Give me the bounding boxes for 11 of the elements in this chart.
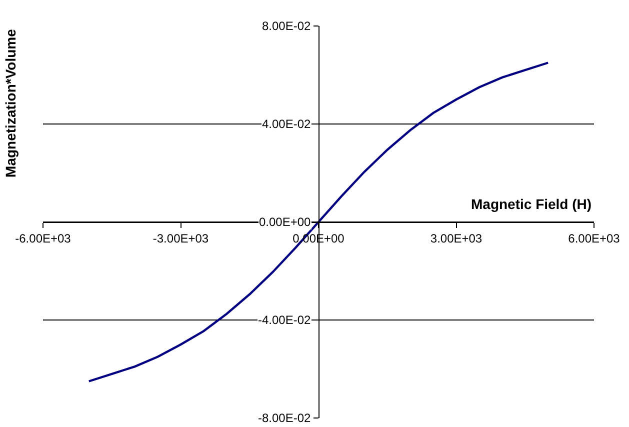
x-axis-title: Magnetic Field (H) (471, 196, 592, 212)
y-tick-label: 4.00E-02 (262, 117, 312, 131)
y-tick-label: 0.00E+00 (259, 215, 312, 229)
y-axis-title: Magnetization*Volume (2, 28, 18, 178)
x-tick-label: 3.00E+03 (430, 231, 482, 246)
y-tick-label: -4.00E-02 (258, 313, 312, 327)
x-tick-label: -3.00E+03 (152, 231, 209, 246)
x-tick-label: -6.00E+03 (15, 231, 72, 246)
x-tick-label: 6.00E+03 (568, 231, 620, 246)
y-tick-label: 8.00E-02 (262, 19, 312, 33)
y-tick-label: -8.00E-02 (258, 411, 312, 425)
